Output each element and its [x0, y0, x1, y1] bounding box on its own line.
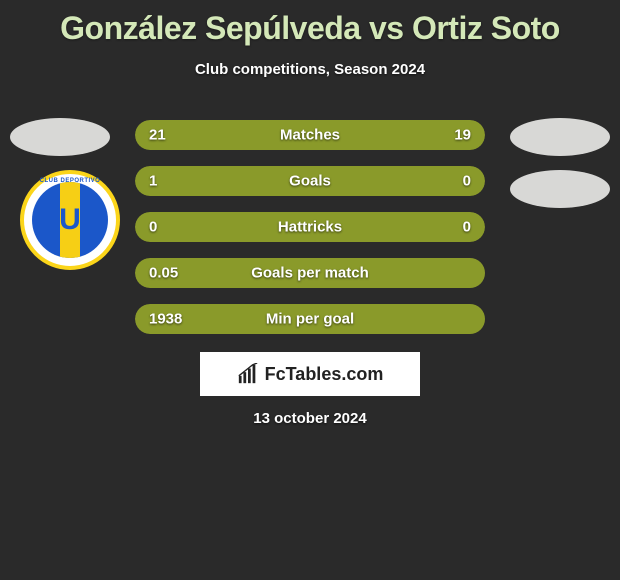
player-right-club-placeholder: [510, 170, 610, 208]
stat-row: 1 0 Goals: [135, 166, 485, 196]
stat-value-left: 0.05: [149, 265, 178, 282]
stat-row: 0 0 Hattricks: [135, 212, 485, 242]
stat-label: Matches: [280, 127, 340, 144]
footer-date: 13 october 2024: [0, 410, 620, 427]
brand-box: FcTables.com: [200, 352, 420, 396]
stat-row: 1938 Min per goal: [135, 304, 485, 334]
brand-text: FcTables.com: [265, 364, 384, 385]
stat-bar-left: [135, 166, 398, 196]
stat-label: Min per goal: [266, 311, 354, 328]
stat-row: 21 19 Matches: [135, 120, 485, 150]
club-letter: U: [59, 203, 81, 237]
player-left-avatar: [10, 118, 110, 156]
stat-value-right: 0: [463, 173, 471, 190]
stat-label: Hattricks: [278, 219, 342, 236]
stats-bars: 21 19 Matches 1 0 Goals 0 0 Hattricks 0.05 Goals p…: [135, 120, 485, 350]
player-left-club-badge: CLUB DEPORTIVO U: [20, 170, 120, 270]
page-title: González Sepúlveda vs Ortiz Soto: [0, 0, 620, 47]
stat-value-left: 0: [149, 219, 157, 236]
stat-value-right: 19: [454, 127, 471, 144]
stat-value-left: 21: [149, 127, 166, 144]
stat-value-right: 0: [463, 219, 471, 236]
stat-label: Goals: [289, 173, 331, 190]
stat-value-left: 1: [149, 173, 157, 190]
stat-value-left: 1938: [149, 311, 182, 328]
stat-row: 0.05 Goals per match: [135, 258, 485, 288]
subtitle: Club competitions, Season 2024: [0, 61, 620, 78]
player-right-avatar: [510, 118, 610, 156]
bar-chart-icon: [237, 363, 259, 385]
stat-label: Goals per match: [251, 265, 369, 282]
stat-bar-right: [398, 166, 486, 196]
